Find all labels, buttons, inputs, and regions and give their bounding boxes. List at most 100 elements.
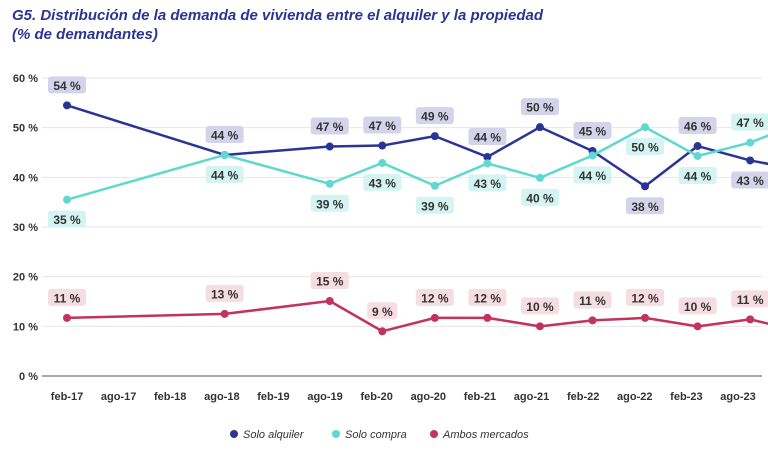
data-label-bg bbox=[678, 166, 717, 184]
y-tick-label: 10 % bbox=[13, 321, 38, 333]
x-tick-label: ago-18 bbox=[204, 391, 239, 403]
data-point bbox=[746, 138, 755, 147]
data-label: 44 % bbox=[211, 128, 239, 142]
data-label: 49 % bbox=[421, 110, 449, 124]
data-label: 11 % bbox=[54, 291, 81, 305]
data-label: 39 % bbox=[421, 199, 449, 213]
data-label: 47 % bbox=[369, 119, 397, 133]
data-label-bg bbox=[48, 76, 86, 94]
data-label-bg bbox=[678, 297, 717, 315]
data-point bbox=[378, 327, 387, 336]
series-line-solo-compra bbox=[66, 125, 768, 201]
x-tick-label: ago-17 bbox=[101, 391, 136, 403]
data-point bbox=[430, 181, 439, 190]
data-point bbox=[430, 313, 439, 322]
data-point bbox=[325, 297, 334, 306]
data-label: 11 % bbox=[579, 294, 606, 308]
data-label-bg bbox=[415, 288, 454, 306]
data-label-bg bbox=[573, 122, 612, 140]
data-label: 43 % bbox=[369, 176, 397, 190]
data-label: 11 % bbox=[737, 293, 764, 307]
legend-label: Solo compra bbox=[345, 429, 407, 441]
legend-label: Ambos mercados bbox=[442, 429, 529, 441]
data-label-bg bbox=[468, 288, 507, 306]
data-label-bg bbox=[205, 125, 244, 143]
y-tick-label: 0 % bbox=[19, 371, 38, 383]
data-point bbox=[641, 313, 650, 322]
data-label-bg bbox=[468, 174, 507, 192]
data-label-bg bbox=[731, 290, 768, 308]
data-label: 10 % bbox=[684, 300, 712, 314]
data-point bbox=[535, 123, 544, 132]
x-tick-label: feb-19 bbox=[257, 391, 289, 403]
data-point bbox=[378, 141, 387, 150]
data-point bbox=[63, 313, 71, 322]
data-point bbox=[63, 101, 71, 110]
x-tick-label: feb-23 bbox=[670, 391, 702, 403]
y-tick-label: 40 % bbox=[13, 172, 38, 184]
data-label-bg bbox=[363, 173, 402, 191]
legend-marker bbox=[430, 430, 438, 438]
data-label: 44 % bbox=[474, 130, 502, 144]
data-label-bg bbox=[626, 288, 665, 306]
chart-title: G5. Distribución de la demanda de vivien… bbox=[12, 6, 612, 44]
data-label-bg bbox=[626, 138, 665, 156]
data-label: 54 % bbox=[53, 79, 81, 93]
data-label-bg bbox=[626, 197, 665, 215]
data-label: 43 % bbox=[474, 177, 502, 191]
x-tick-label: feb-20 bbox=[360, 391, 392, 403]
data-label-bg bbox=[520, 98, 559, 116]
data-label-bg bbox=[520, 297, 559, 315]
data-label-bg bbox=[520, 188, 559, 206]
data-label: 38 % bbox=[631, 200, 659, 214]
data-point bbox=[483, 152, 492, 161]
data-label-bg bbox=[573, 166, 612, 184]
data-label: 45 % bbox=[579, 125, 607, 139]
data-label: 10 % bbox=[526, 300, 554, 314]
data-label-bg bbox=[310, 194, 349, 212]
data-point bbox=[693, 322, 702, 331]
data-label: 35 % bbox=[53, 213, 81, 227]
data-label-bg bbox=[48, 210, 86, 228]
data-label-bg bbox=[573, 291, 612, 309]
data-label: 47 % bbox=[736, 116, 764, 130]
data-point bbox=[220, 150, 229, 159]
data-label: 12 % bbox=[421, 291, 449, 305]
data-label: 15 % bbox=[316, 275, 344, 289]
series-line-ambos-mercados bbox=[66, 299, 768, 333]
x-tick-label: feb-18 bbox=[154, 391, 186, 403]
data-point bbox=[693, 142, 702, 151]
x-tick-label: ago-19 bbox=[307, 391, 342, 403]
data-point bbox=[63, 195, 71, 204]
y-tick-label: 50 % bbox=[13, 123, 38, 135]
data-label-bg bbox=[415, 196, 454, 214]
data-point bbox=[378, 158, 387, 167]
data-label-bg bbox=[415, 107, 454, 125]
y-tick-label: 30 % bbox=[13, 222, 38, 234]
data-point bbox=[430, 132, 439, 141]
data-point bbox=[220, 309, 229, 318]
data-label: 12 % bbox=[474, 291, 502, 305]
data-point bbox=[588, 151, 597, 160]
x-tick-label: feb-21 bbox=[464, 391, 496, 403]
data-point bbox=[746, 315, 755, 324]
data-label: 44 % bbox=[579, 169, 607, 183]
data-label: 13 % bbox=[211, 287, 239, 301]
x-tick-label: feb-17 bbox=[51, 391, 83, 403]
data-label: 47 % bbox=[316, 120, 344, 134]
data-label-bg bbox=[468, 127, 507, 145]
data-point bbox=[535, 322, 544, 331]
data-point bbox=[535, 173, 544, 182]
data-label-bg bbox=[363, 116, 402, 134]
data-point bbox=[588, 316, 597, 325]
data-label: 44 % bbox=[211, 168, 239, 182]
data-label: 9 % bbox=[372, 305, 393, 319]
y-tick-label: 20 % bbox=[13, 272, 38, 284]
series-line-solo-alquiler bbox=[66, 104, 768, 188]
data-point bbox=[641, 123, 650, 132]
data-label: 50 % bbox=[631, 141, 659, 155]
legend-marker bbox=[332, 430, 340, 438]
data-point bbox=[483, 313, 492, 322]
chart-title-line1: G5. Distribución de la demanda de vivien… bbox=[12, 7, 543, 24]
